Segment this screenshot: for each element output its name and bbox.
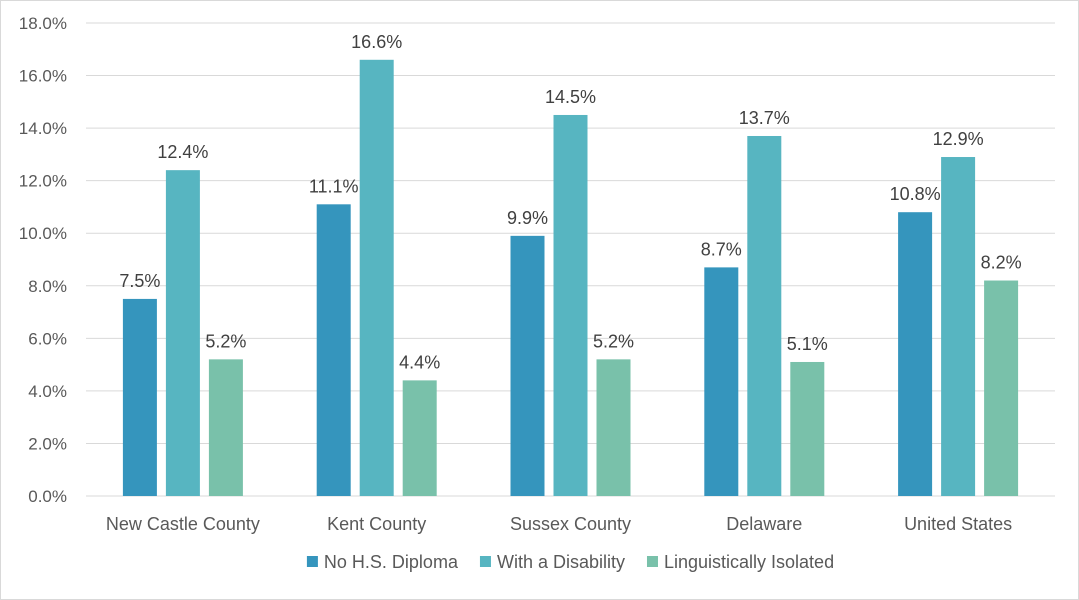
bar [747,135,782,496]
legend-swatch [646,556,658,567]
data-label: 10.8% [890,184,941,204]
y-tick-label: 4.0% [28,382,67,401]
data-label: 13.7% [739,108,790,128]
category-label: Kent County [327,514,426,534]
bar [359,59,394,497]
bar [122,298,157,496]
category-label: New Castle County [106,514,260,534]
data-label: 12.9% [933,129,984,149]
y-tick-label: 12.0% [19,172,67,191]
category-label: United States [904,514,1012,534]
bar [596,359,631,496]
legend-swatch [306,556,318,567]
data-label: 11.1% [309,176,359,196]
bar [553,114,588,496]
data-label: 4.4% [399,352,440,372]
bar [402,380,437,496]
data-label: 5.1% [787,334,828,354]
data-label: 9.9% [507,208,548,228]
bar [510,235,545,496]
bar [704,267,739,496]
data-label: 16.6% [351,32,402,52]
bar [790,361,825,496]
legend-item[interactable]: Linguistically Isolated [646,552,834,572]
data-label: 5.2% [205,331,246,351]
y-tick-label: 14.0% [19,119,67,138]
bar [165,170,200,496]
bar [208,359,243,496]
legend-swatch [479,556,491,567]
legend-item[interactable]: No H.S. Diploma [306,552,459,572]
y-tick-label: 18.0% [19,14,67,33]
data-label: 14.5% [545,87,596,107]
y-tick-label: 16.0% [19,67,67,86]
bar [316,204,351,497]
y-tick-label: 2.0% [28,434,67,453]
bar [898,212,933,496]
data-label: 8.2% [981,253,1022,273]
bar [984,280,1019,496]
bar [941,157,976,496]
data-label: 7.5% [119,271,160,291]
y-tick-label: 0.0% [28,487,67,506]
data-label: 12.4% [157,142,208,162]
data-label: 8.7% [701,239,742,259]
legend-label: Linguistically Isolated [664,552,834,572]
category-label: Delaware [726,514,802,534]
category-label: Sussex County [510,514,631,534]
legend-label: No H.S. Diploma [324,552,459,572]
legend-item[interactable]: With a Disability [479,552,625,572]
y-tick-label: 8.0% [28,277,67,296]
data-label: 5.2% [593,331,634,351]
y-tick-label: 6.0% [28,329,67,348]
legend-label: With a Disability [497,552,625,572]
y-tick-label: 10.0% [19,224,67,243]
